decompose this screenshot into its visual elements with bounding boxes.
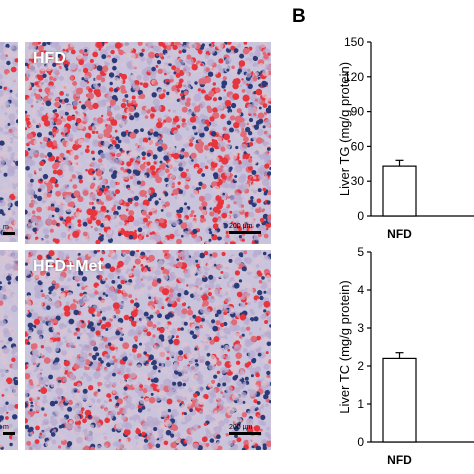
micrograph-left-bottom-partial	[0, 250, 18, 450]
chart1-ytick-label: 4	[357, 283, 364, 297]
chart1-ytick-label: 2	[357, 359, 364, 373]
chart1-ytick-label: 3	[357, 321, 364, 335]
hfd-met-label: HFD+Met	[33, 258, 103, 275]
chart0-ytick-label: 60	[351, 139, 365, 153]
chart0-category-label: NFD	[387, 227, 412, 241]
chart0-bar-nfd	[382, 165, 417, 217]
micrograph-hfd	[25, 42, 271, 244]
chart0-ylabel: Liver TG (mg/g protein)	[337, 62, 352, 196]
chart0-ytick-label: 90	[351, 105, 365, 119]
chart1-ylabel: Liver TC (mg/g protein)	[337, 280, 352, 413]
chart1-ytick-label: 1	[357, 397, 364, 411]
chart1-category-label: NFD	[387, 453, 412, 467]
hfd-met-scale-bar: 200 μm	[229, 424, 261, 435]
chart1-ytick-label: 5	[357, 245, 364, 259]
hfd-met-scale-label: 200 μm	[229, 424, 253, 431]
chart0-ytick-label: 30	[351, 174, 365, 188]
micrograph-hfd-met	[25, 250, 271, 450]
chart0-ytick-label: 150	[344, 35, 364, 49]
chart1-bar-nfd	[382, 357, 417, 443]
chart0-ytick-label: 0	[357, 209, 364, 223]
micrograph-left-top-partial	[0, 42, 18, 242]
hfd-label: HFD	[33, 50, 66, 67]
left-top-scale-fragment: m	[3, 224, 15, 235]
hfd-scale-label: 200 μm	[229, 223, 253, 230]
chart0-ytick-label: 120	[344, 70, 364, 84]
hfd-scale-bar: 200 μm	[229, 223, 261, 234]
left-bottom-scale-fragment: m	[3, 424, 15, 435]
panel-letter-b: B	[292, 6, 306, 27]
chart1-ytick-label: 0	[357, 435, 364, 449]
